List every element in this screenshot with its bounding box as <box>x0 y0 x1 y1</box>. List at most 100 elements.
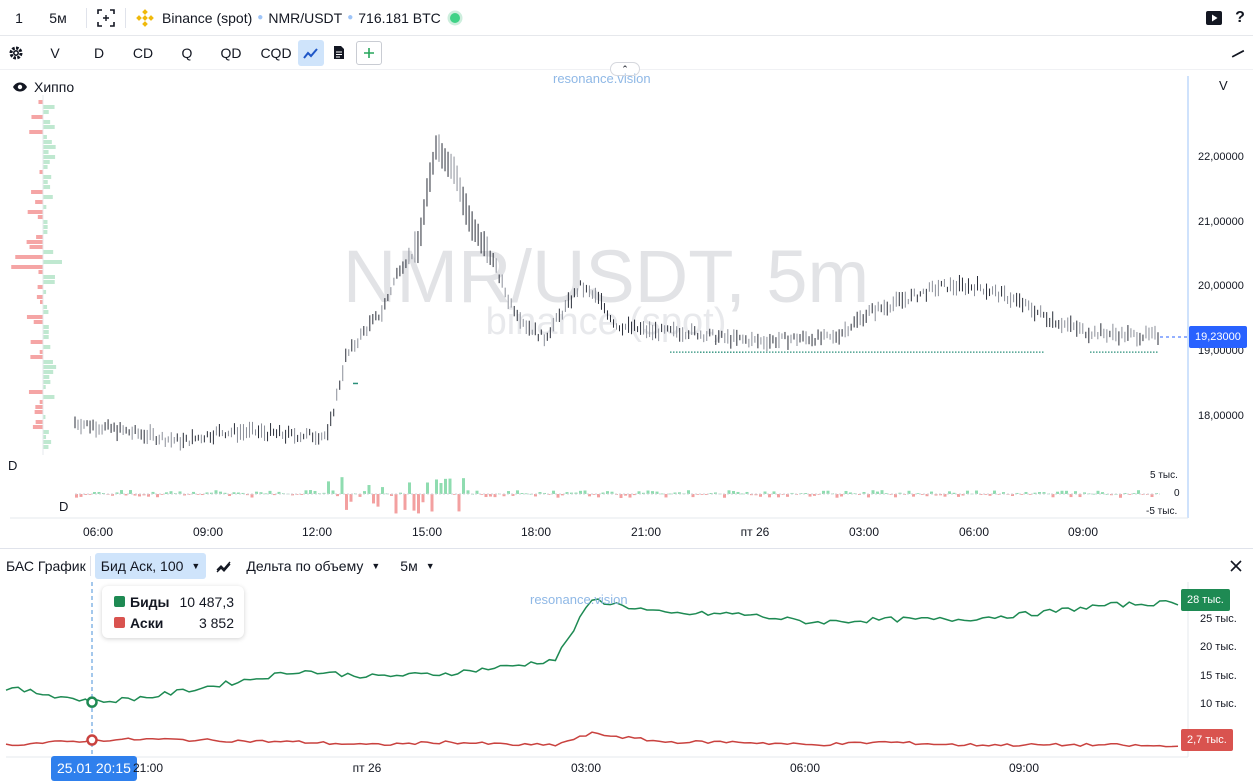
delta-bar <box>160 494 164 495</box>
delta-bar <box>156 494 159 498</box>
delta-bar <box>651 491 654 494</box>
bids-cursor-marker <box>86 696 98 708</box>
delta-bar <box>943 494 947 497</box>
line-chart-icon[interactable] <box>298 39 324 66</box>
profile-bar <box>35 420 43 424</box>
profile-bar <box>43 205 47 209</box>
asks-line <box>5 731 1179 748</box>
delta-bar <box>988 494 992 496</box>
timeframe-dropdown[interactable]: 5м ▼ <box>400 558 434 574</box>
document-icon[interactable] <box>324 40 354 66</box>
delta-bar <box>430 494 434 512</box>
binance-logo-icon <box>134 0 156 36</box>
delta-bar <box>169 491 173 494</box>
time-tick: 18:00 <box>520 525 552 539</box>
delta-bar <box>975 490 978 494</box>
bid-ask-canvas[interactable] <box>0 582 1253 783</box>
profile-bar <box>43 445 49 449</box>
delta-bar <box>111 494 114 496</box>
symbol-name[interactable]: NMR/USDT <box>268 9 343 26</box>
plus-icon[interactable] <box>356 40 382 65</box>
ruler-icon[interactable] <box>1223 40 1253 66</box>
profile-bar <box>43 140 52 144</box>
delta-bar <box>664 494 668 498</box>
delta-bar <box>1101 492 1104 494</box>
delta-bar <box>592 494 596 495</box>
time-tick: 09:00 <box>1067 525 1099 539</box>
series-legend-label[interactable]: Хиппо <box>34 79 75 95</box>
watermark-site: resonance.vision <box>530 592 628 607</box>
profile-bar <box>30 340 43 344</box>
delta-bar <box>444 478 447 494</box>
collapse-toggle-icon[interactable]: ⌃ <box>610 62 640 76</box>
main-chart[interactable]: NMR/USDT, 5m binance (spot) ⌃ resonance.… <box>0 62 1253 548</box>
profile-bar <box>43 250 54 254</box>
bid-ask-legend: Биды 10 487,3 Аски 3 852 <box>102 586 244 638</box>
legend-row-asks: Аски 3 852 <box>102 612 244 633</box>
profile-bar <box>43 415 46 419</box>
delta-bar <box>129 490 132 494</box>
bids-color-swatch <box>114 596 125 607</box>
delta-bar <box>480 494 483 495</box>
indicator-dropdown[interactable]: Дельта по объему ▼ <box>246 558 380 574</box>
toolbar-item-cd[interactable]: CD <box>132 44 154 61</box>
profile-bar <box>43 110 49 114</box>
delta-bar <box>439 483 443 494</box>
delta-bar <box>250 494 254 498</box>
delta-bar <box>556 494 560 498</box>
delta-bar <box>322 492 326 494</box>
video-play-icon[interactable] <box>1201 0 1227 36</box>
price-tick: 20,00000 <box>1198 280 1244 292</box>
v-indicator-label[interactable]: V <box>1219 78 1228 93</box>
delta-bar <box>723 494 726 498</box>
delta-bar <box>1020 494 1023 495</box>
delta-bar <box>759 494 762 497</box>
main-chart-canvas[interactable]: NMR/USDT, 5m binance (spot) <box>0 70 1253 548</box>
toolbar-item-q[interactable]: Q <box>181 44 193 61</box>
status-indicator-icon <box>447 0 463 36</box>
eye-icon[interactable] <box>12 82 28 92</box>
profile-bar <box>34 410 43 414</box>
delta-bar <box>448 478 452 494</box>
gear-icon[interactable] <box>0 40 32 66</box>
delta-bar <box>606 491 609 494</box>
limit-levels <box>353 351 1158 385</box>
delta-bar <box>1056 491 1059 494</box>
delta-bar <box>912 494 915 497</box>
delta-bar <box>268 490 272 494</box>
profile-bar <box>43 305 48 309</box>
close-icon[interactable] <box>1219 559 1253 572</box>
legend-bids-name: Биды <box>130 593 170 610</box>
profile-bar <box>30 355 43 359</box>
exchange-name[interactable]: Binance (spot) <box>162 9 253 26</box>
toolbar-item-d[interactable]: D <box>93 44 105 61</box>
help-icon[interactable]: ? <box>1235 8 1245 26</box>
delta-bar <box>754 494 758 496</box>
delta-bar <box>565 492 569 494</box>
delta-bar <box>939 494 942 496</box>
mode-dropdown-label: Бид Аск, 100 <box>100 557 184 574</box>
delta-bar <box>349 494 353 502</box>
screenshot-icon[interactable] <box>95 0 117 36</box>
delta-bar <box>228 494 231 496</box>
delta-bar <box>1096 490 1100 494</box>
delta-bar <box>673 492 677 494</box>
delta-bar <box>363 491 366 494</box>
toolbar-item-v[interactable]: V <box>50 44 60 61</box>
delta-bar <box>948 491 951 494</box>
toolbar-item-qd[interactable]: QD <box>220 44 242 61</box>
indicator-chart-icon[interactable] <box>216 559 234 573</box>
delta-bar <box>934 494 938 496</box>
delta-bar <box>642 492 645 494</box>
mode-dropdown[interactable]: Бид Аск, 100 ▼ <box>94 552 207 579</box>
layout-number[interactable]: 1 <box>15 9 23 26</box>
profile-bar <box>43 135 47 139</box>
toolbar-item-cqd[interactable]: CQD <box>260 44 292 61</box>
delta-bar <box>628 494 632 498</box>
bid-ask-chart[interactable]: resonance.vision 25 тыс. 20 тыс. 15 тыс.… <box>0 582 1253 783</box>
timeframe-selector[interactable]: 5м <box>49 9 67 26</box>
delta-bar <box>1132 493 1136 494</box>
top-bar: 1 5м Binance (spot) ● NMR/USDT ● 716.181… <box>0 0 1253 36</box>
delta-bar <box>399 492 402 494</box>
delta-bar <box>804 493 807 494</box>
